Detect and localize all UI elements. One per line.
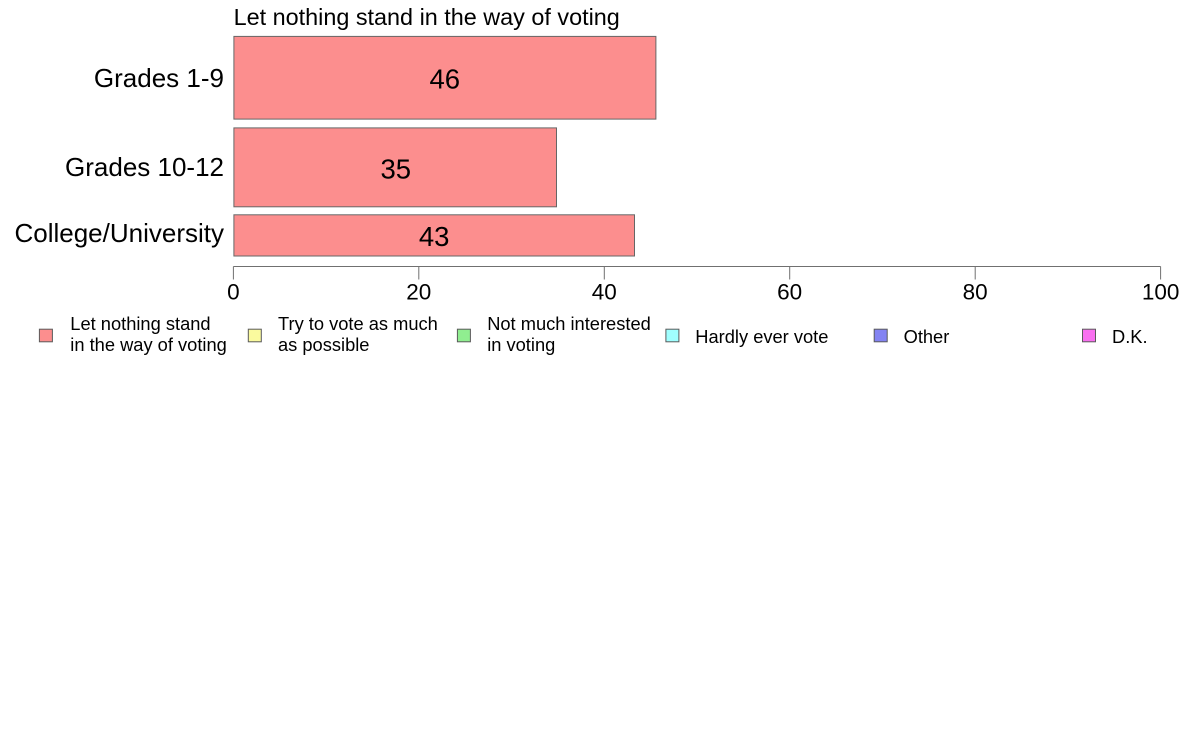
svg-text:60: 60 [777,280,802,305]
svg-text:Hardly ever vote: Hardly ever vote [695,326,828,347]
svg-text:80: 80 [963,280,988,305]
svg-text:Not much interested: Not much interested [487,313,651,334]
svg-text:20: 20 [406,280,431,305]
svg-text:in the way of voting: in the way of voting [70,334,227,355]
svg-text:Grades 10-12: Grades 10-12 [65,152,224,182]
svg-text:Grades 1-9: Grades 1-9 [94,63,224,93]
svg-text:Let nothing stand in the way o: Let nothing stand in the way of voting [234,4,620,30]
svg-text:College/University: College/University [14,218,224,248]
svg-text:46: 46 [430,64,461,95]
svg-text:0: 0 [227,280,240,305]
svg-text:in voting: in voting [487,334,555,355]
svg-text:D.K.: D.K. [1112,326,1148,347]
svg-text:as possible: as possible [278,334,369,355]
svg-text:Let nothing stand: Let nothing stand [70,313,210,334]
svg-text:Other: Other [904,326,950,347]
svg-text:Try to vote as much: Try to vote as much [278,313,438,334]
svg-text:43: 43 [419,221,450,252]
svg-text:40: 40 [592,280,617,305]
svg-text:35: 35 [381,153,412,184]
svg-text:100: 100 [1142,280,1180,305]
